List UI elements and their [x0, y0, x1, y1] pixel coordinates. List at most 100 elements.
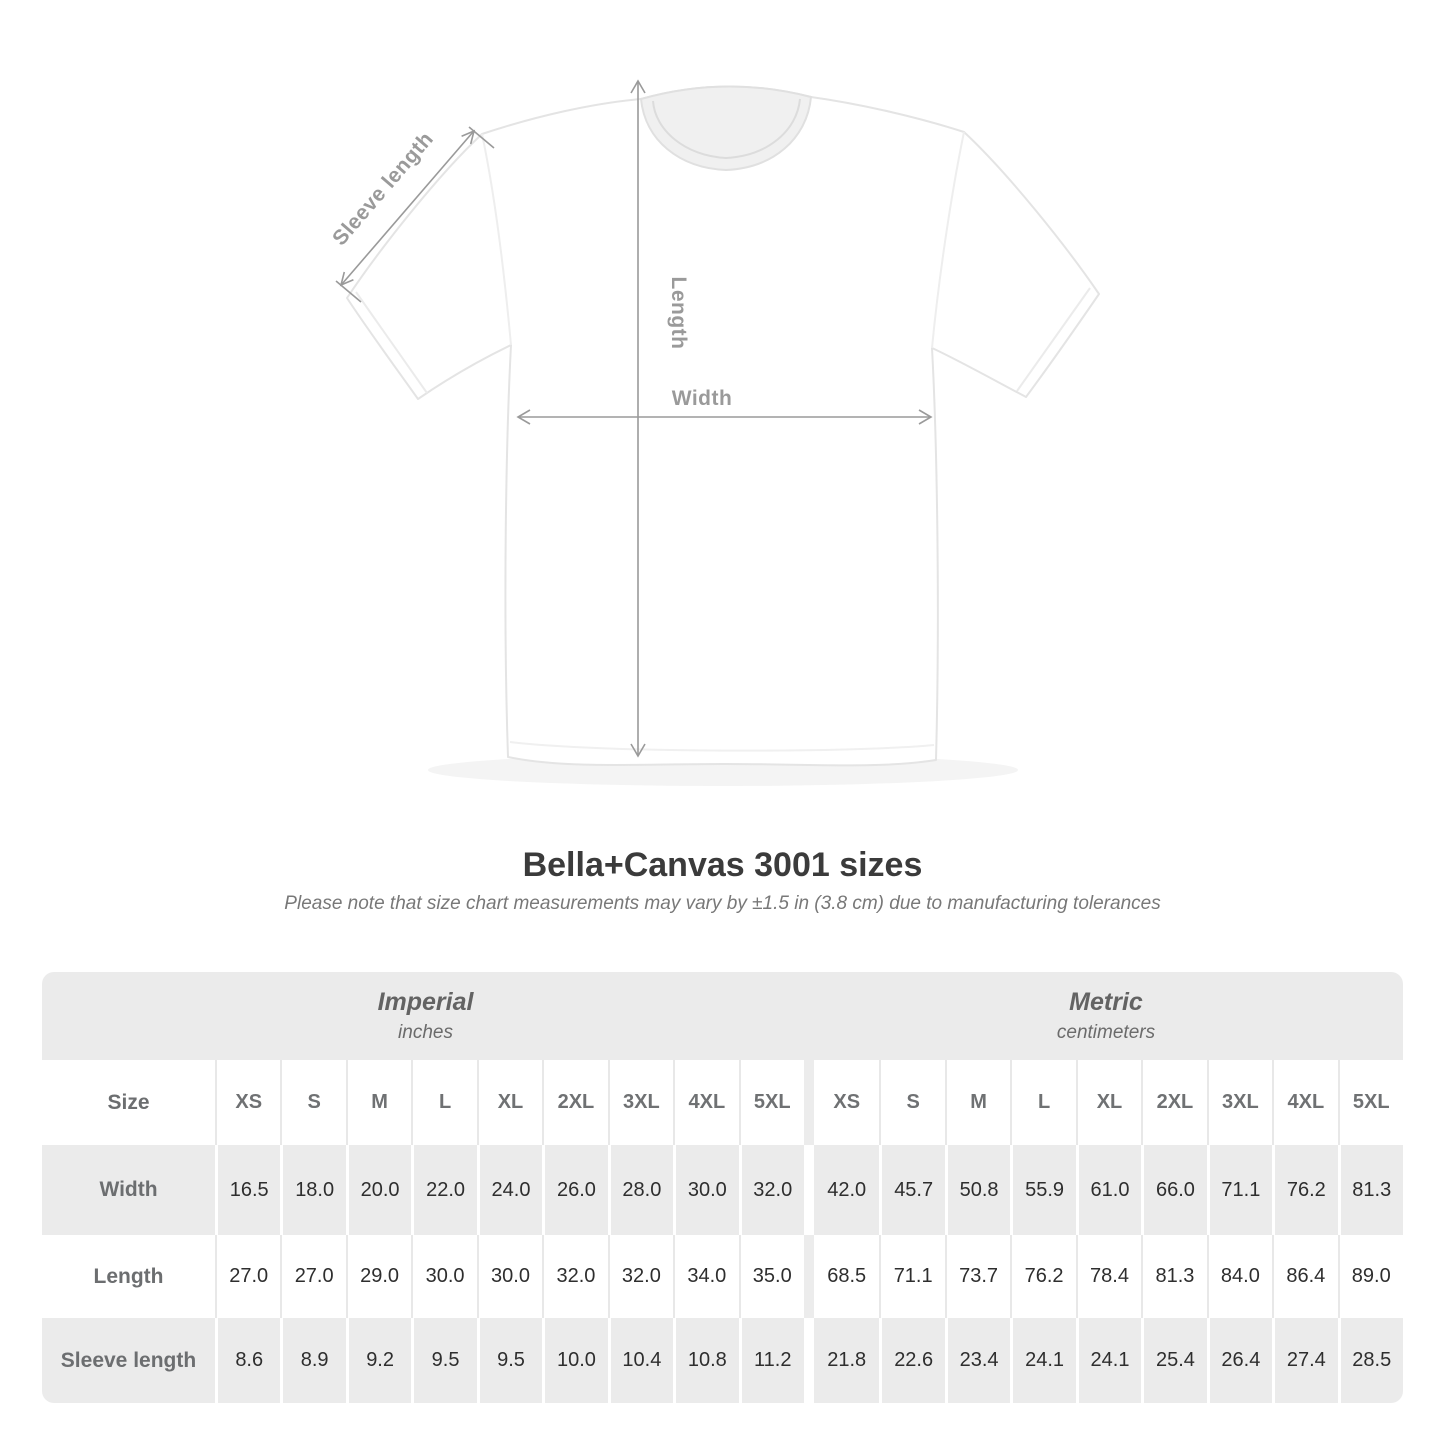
length-value-cell: 81.3: [1141, 1235, 1207, 1318]
right-sleeve-seam: [931, 131, 965, 349]
collar-rib-line: [652, 98, 801, 160]
length-value-cell: 73.7: [944, 1235, 1011, 1318]
length-value-cell: 76.2: [1010, 1235, 1076, 1318]
length-value-cell: 29.0: [345, 1235, 412, 1318]
sleeve-length-value-cell: 24.1: [1075, 1318, 1142, 1403]
length-label: Length: [667, 277, 690, 350]
metric-unit: centimeters: [1056, 1022, 1156, 1043]
page-title: Bella+Canvas 3001 sizes: [522, 846, 923, 884]
size-header-cell: XS: [813, 1060, 880, 1145]
width-value-cell: 30.0: [673, 1145, 739, 1235]
right-cuff-hem: [1016, 287, 1091, 392]
width-value-cell: 50.8: [944, 1145, 1011, 1235]
sleeve-length-row-label: Sleeve length: [42, 1318, 215, 1403]
sleeve-length-value-cell: 8.6: [215, 1318, 281, 1403]
width-label: Width: [672, 387, 733, 410]
sleeve-length-value-cell: 10.4: [607, 1318, 674, 1403]
width-value-cell: 16.5: [215, 1145, 281, 1235]
size-header-cell: L: [411, 1060, 477, 1145]
length-value-cell: 71.1: [879, 1235, 945, 1318]
unit-group-divider: [803, 1318, 814, 1403]
sleeve-length-value-cell: 8.9: [280, 1318, 346, 1403]
length-value-cell: 32.0: [542, 1235, 608, 1318]
size-header-cell: M: [345, 1060, 412, 1145]
metric-header: Metric centimeters: [809, 972, 1403, 1060]
imperial-header: Imperial inches: [42, 972, 809, 1060]
sleeve-length-value-cell: 27.4: [1272, 1318, 1338, 1403]
length-value-cell: 84.0: [1206, 1235, 1273, 1318]
sleeve-length-value-cell: 10.0: [542, 1318, 608, 1403]
width-value-cell: 20.0: [345, 1145, 412, 1235]
width-value-cell: 26.0: [542, 1145, 608, 1235]
bottom-hem: [509, 741, 935, 752]
size-header-cell: S: [280, 1060, 346, 1145]
size-row-label: Size: [42, 1060, 215, 1145]
size-header-cell: M: [944, 1060, 1011, 1145]
length-value-cell: 30.0: [476, 1235, 543, 1318]
width-value-cell: 18.0: [280, 1145, 346, 1235]
width-value-cell: 24.0: [476, 1145, 543, 1235]
size-header-cell: S: [879, 1060, 945, 1145]
width-value-cell: 55.9: [1010, 1145, 1076, 1235]
tshirt-outline: [346, 85, 1100, 767]
sleeve-length-value-cell: 24.1: [1010, 1318, 1076, 1403]
width-value-cell: 22.0: [411, 1145, 477, 1235]
sleeve-length-arrow: [335, 126, 495, 303]
length-row-label: Length: [42, 1235, 215, 1318]
metric-title: Metric: [1069, 988, 1143, 1016]
size-header-cell: 3XL: [1206, 1060, 1273, 1145]
sleeve-length-value-cell: 23.4: [944, 1318, 1011, 1403]
width-value-cell: 61.0: [1075, 1145, 1142, 1235]
sleeve-length-row: Sleeve length 8.6 8.9 9.2 9.5 9.5 10.0 10.4 10.…: [42, 1318, 1403, 1403]
width-value-cell: 42.0: [813, 1145, 880, 1235]
width-arrow: [516, 409, 933, 425]
size-header-cell: 3XL: [607, 1060, 674, 1145]
tshirt-measurement-diagram: Sleeve length Length Width: [328, 79, 1100, 786]
length-value-cell: 89.0: [1337, 1235, 1403, 1318]
imperial-unit: inches: [398, 1022, 453, 1043]
width-row: Width 16.5 18.0 20.0 22.0 24.0 26.0 28.0 30.0 32…: [42, 1145, 1403, 1235]
size-header-cell: XL: [476, 1060, 543, 1145]
tolerance-note: Please note that size chart measurements…: [284, 893, 1161, 914]
length-value-cell: 35.0: [738, 1235, 804, 1318]
imperial-title: Imperial: [377, 988, 474, 1016]
size-header-cell: L: [1010, 1060, 1076, 1145]
sleeve-length-value-cell: 9.2: [345, 1318, 412, 1403]
length-row: Length 27.0 27.0 29.0 30.0 30.0 32.0 32.0 34.0 3…: [42, 1235, 1403, 1318]
length-value-cell: 68.5: [813, 1235, 880, 1318]
width-value-cell: 45.7: [879, 1145, 945, 1235]
length-arrow: [630, 79, 646, 758]
length-value-cell: 30.0: [411, 1235, 477, 1318]
width-value-cell: 76.2: [1272, 1145, 1338, 1235]
length-value-cell: 27.0: [280, 1235, 346, 1318]
size-header-cell: 5XL: [1337, 1060, 1403, 1145]
width-value-cell: 81.3: [1337, 1145, 1403, 1235]
unit-header-row: Imperial inches Metric centimeters: [42, 972, 1403, 1060]
size-header-cell: 2XL: [542, 1060, 608, 1145]
size-header-cell: 4XL: [1272, 1060, 1338, 1145]
size-table: Imperial inches Metric centimeters Size …: [42, 972, 1403, 1403]
width-value-cell: 32.0: [738, 1145, 804, 1235]
left-cuff-hem: [355, 291, 428, 394]
size-header-cell: 2XL: [1141, 1060, 1207, 1145]
sleeve-length-value-cell: 10.8: [673, 1318, 739, 1403]
size-header-cell: XL: [1075, 1060, 1142, 1145]
sleeve-length-value-cell: 25.4: [1141, 1318, 1207, 1403]
sleeve-length-value-cell: 9.5: [476, 1318, 543, 1403]
sleeve-length-value-cell: 21.8: [813, 1318, 880, 1403]
length-value-cell: 78.4: [1075, 1235, 1142, 1318]
sleeve-length-value-cell: 28.5: [1337, 1318, 1403, 1403]
size-header-cell: 4XL: [673, 1060, 739, 1145]
width-value-cell: 28.0: [607, 1145, 674, 1235]
sleeve-length-value-cell: 9.5: [411, 1318, 477, 1403]
unit-group-divider: [803, 1060, 814, 1145]
unit-group-divider: [803, 1235, 814, 1318]
size-header-cell: XS: [215, 1060, 281, 1145]
length-value-cell: 32.0: [607, 1235, 674, 1318]
unit-group-divider: [803, 1145, 814, 1235]
sleeve-length-value-cell: 26.4: [1206, 1318, 1273, 1403]
width-value-cell: 66.0: [1141, 1145, 1207, 1235]
collar: [639, 85, 813, 172]
width-row-label: Width: [42, 1145, 215, 1235]
